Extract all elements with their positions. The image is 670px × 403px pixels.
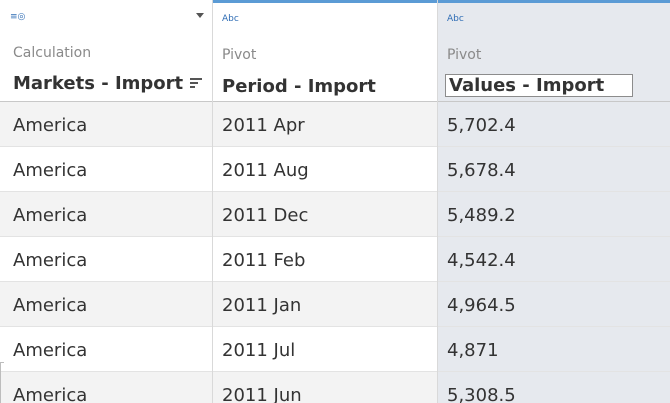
resize-handle[interactable]	[0, 362, 4, 403]
table-row[interactable]: 4,542.4	[438, 237, 670, 282]
table-cell: 2011 Jun	[222, 385, 302, 403]
table-cell: 2011 Apr	[222, 115, 305, 136]
rename-field-input[interactable]	[445, 74, 633, 97]
geo-icon[interactable]: ≡◎	[10, 12, 26, 22]
table-cell: America	[13, 385, 88, 403]
table-row[interactable]: 2011 Feb	[213, 237, 437, 282]
column-markets-import[interactable]: ≡◎ Calculation Markets - Import America …	[0, 0, 213, 403]
string-icon[interactable]: Abc	[222, 14, 239, 24]
sort-icon[interactable]	[190, 78, 202, 89]
table-cell: America	[13, 340, 88, 361]
table-row[interactable]: 5,489.2	[438, 192, 670, 237]
table-cell: 4,964.5	[447, 295, 516, 316]
table-row[interactable]: 2011 Apr	[213, 102, 437, 147]
column-source-label: Calculation	[13, 45, 92, 61]
column-header-markets-import[interactable]: ≡◎ Calculation Markets - Import	[0, 0, 212, 102]
table-cell: 4,542.4	[447, 250, 516, 271]
table-cell: America	[13, 250, 88, 271]
table-cell: America	[13, 295, 88, 316]
column-values-import[interactable]: Abc Pivot 5,702.4 5,678.4 5,489.2 4,542.…	[438, 0, 670, 403]
chevron-down-icon[interactable]	[196, 13, 204, 18]
table-cell: 2011 Jul	[222, 340, 296, 361]
table-row[interactable]: 2011 Jul	[213, 327, 437, 372]
table-row[interactable]: America	[0, 372, 212, 403]
column-field-name[interactable]: Period - Import	[222, 76, 376, 97]
table-row[interactable]: America	[0, 102, 212, 147]
table-cell: 2011 Dec	[222, 205, 309, 226]
column-header-period-import[interactable]: Abc Pivot Period - Import	[213, 0, 437, 102]
table-row[interactable]: 4,964.5	[438, 282, 670, 327]
table-row[interactable]: America	[0, 192, 212, 237]
table-cell: 5,678.4	[447, 160, 516, 181]
table-cell: 2011 Feb	[222, 250, 306, 271]
column-period-import[interactable]: Abc Pivot Period - Import 2011 Apr 2011 …	[213, 0, 438, 403]
table-row[interactable]: 5,702.4	[438, 102, 670, 147]
table-row[interactable]: America	[0, 282, 212, 327]
column-source-label: Pivot	[222, 47, 257, 63]
table-cell: America	[13, 205, 88, 226]
column-source-label: Pivot	[447, 47, 482, 63]
table-row[interactable]: 5,308.5	[438, 372, 670, 403]
table-cell: America	[13, 160, 88, 181]
table-cell: 5,308.5	[447, 385, 516, 403]
table-row[interactable]: 2011 Dec	[213, 192, 437, 237]
table-row[interactable]: 4,871	[438, 327, 670, 372]
table-row[interactable]: 2011 Jan	[213, 282, 437, 327]
table-row[interactable]: America	[0, 237, 212, 282]
string-icon[interactable]: Abc	[447, 14, 464, 24]
table-cell: 5,489.2	[447, 205, 516, 226]
table-cell: 2011 Aug	[222, 160, 309, 181]
column-field-name[interactable]: Markets - Import	[13, 73, 184, 94]
table-row[interactable]: 2011 Jun	[213, 372, 437, 403]
table-row[interactable]: America	[0, 147, 212, 192]
table-cell: 4,871	[447, 340, 499, 361]
column-header-values-import[interactable]: Abc Pivot	[438, 0, 670, 102]
table-row[interactable]: 2011 Aug	[213, 147, 437, 192]
table-cell: America	[13, 115, 88, 136]
table-cell: 5,702.4	[447, 115, 516, 136]
table-row[interactable]: 5,678.4	[438, 147, 670, 192]
table-row[interactable]: America	[0, 327, 212, 372]
table-cell: 2011 Jan	[222, 295, 302, 316]
